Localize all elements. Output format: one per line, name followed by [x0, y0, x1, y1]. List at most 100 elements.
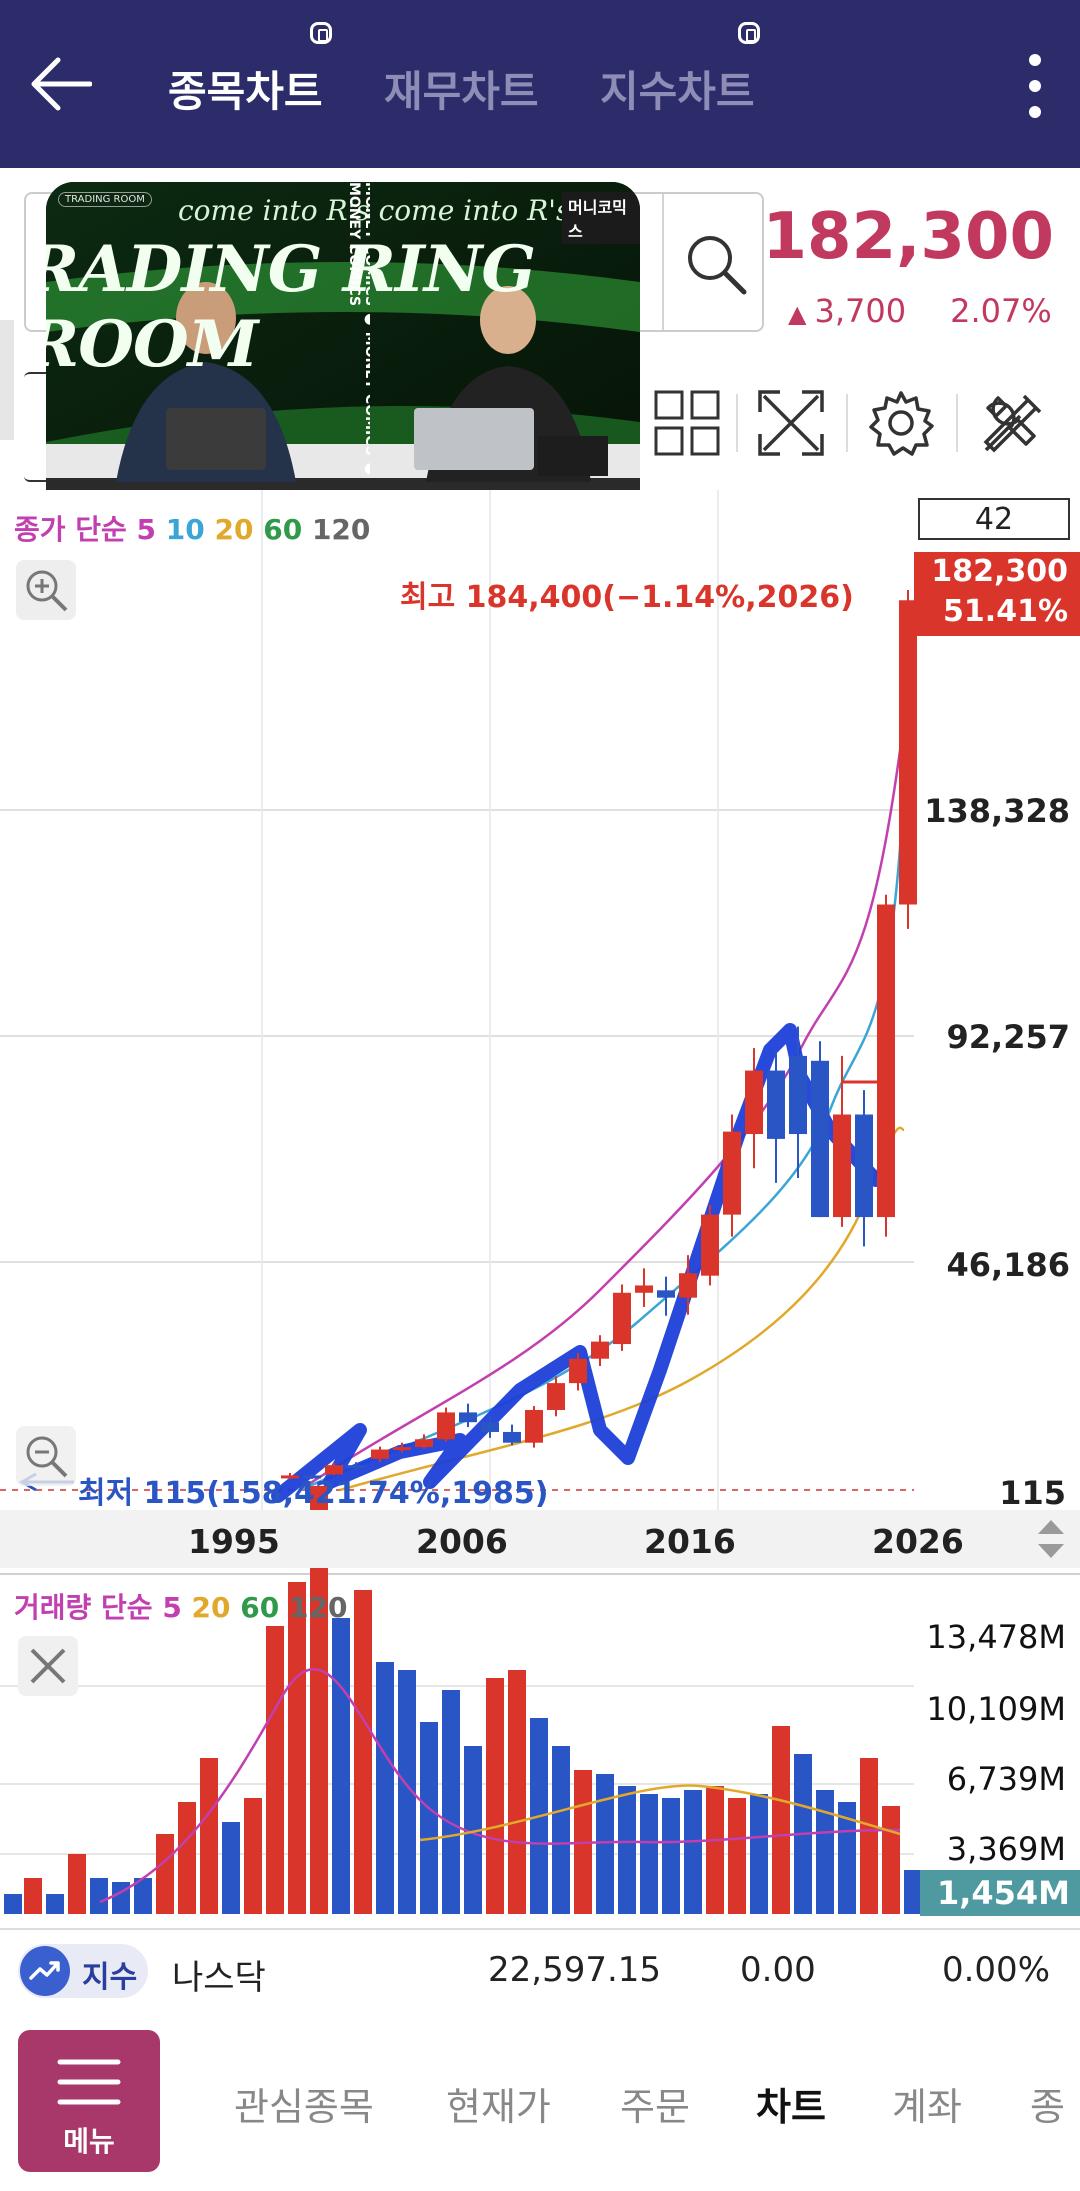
candle-body	[371, 1449, 389, 1459]
index-ticker-bar[interactable]: 지수 나스닥 22,597.15 0.00 0.00%	[0, 1928, 1080, 2016]
video-side-text: MONEY COMICS ● MONEY COMICS ● MONEY COMI…	[346, 182, 370, 477]
candle-body	[547, 1383, 565, 1410]
volume-bar	[706, 1786, 724, 1914]
volume-y-label: 3,369M	[946, 1830, 1066, 1868]
more-vert-icon[interactable]	[1020, 52, 1050, 120]
volume-bar	[596, 1774, 614, 1914]
volume-bar	[68, 1854, 86, 1914]
settings-gear-icon[interactable]	[866, 388, 936, 458]
tab-index-chart[interactable]: 지수차트	[600, 67, 755, 116]
volume-bar	[112, 1882, 130, 1914]
nav-watchlist[interactable]: 관심종목	[234, 2085, 374, 2129]
volume-bar	[266, 1626, 284, 1914]
legend-ma10: 10	[165, 513, 205, 546]
y-axis-label: 115	[999, 1474, 1066, 1512]
volume-bar	[376, 1662, 394, 1914]
volume-bar	[156, 1834, 174, 1914]
volume-bar	[728, 1798, 746, 1914]
candle-body	[459, 1412, 477, 1423]
zoom-in-icon[interactable]	[16, 560, 76, 620]
side-handle[interactable]	[0, 320, 14, 440]
back-arrow-icon[interactable]	[28, 56, 92, 112]
index-name: 나스닥	[172, 1958, 266, 1998]
close-icon[interactable]	[18, 1636, 78, 1696]
volume-bar	[882, 1806, 900, 1914]
candle-body	[899, 600, 917, 905]
video-room-text: RADING RING ROOM	[46, 232, 536, 382]
current-price: 182,300	[762, 200, 1055, 274]
volume-legend-ma120: 120	[288, 1591, 348, 1624]
tab-financial-chart[interactable]: 재무차트	[384, 67, 539, 116]
volume-y-label: 13,478M	[926, 1618, 1066, 1656]
volume-bar	[200, 1758, 218, 1914]
axis-scroll-arrows-icon[interactable]	[1034, 1514, 1068, 1564]
price-change-row: ▲ 3,700 2.07%	[788, 292, 1052, 330]
volume-bar	[816, 1790, 834, 1914]
tab-stock-chart[interactable]: 종목차트	[168, 67, 323, 116]
volume-bar	[684, 1790, 702, 1914]
volume-bar	[354, 1590, 372, 1914]
candle-body	[657, 1290, 675, 1298]
tools-wrench-icon[interactable]	[978, 388, 1048, 458]
video-overlay[interactable]: come into R's come into R's RADING RING …	[46, 182, 640, 518]
candle-body	[303, 1475, 321, 1479]
volume-bar	[398, 1670, 416, 1914]
x-axis-year: 2026	[872, 1522, 964, 1561]
current-price-tag: 182,300 51.41%	[914, 552, 1080, 636]
current-price-tag-value: 182,300	[931, 554, 1068, 589]
candle-body	[745, 1070, 763, 1135]
volume-bar	[552, 1746, 570, 1914]
x-axis-year: 1995	[188, 1522, 280, 1561]
volume-bar	[662, 1798, 680, 1914]
zoom-out-icon[interactable]	[16, 1426, 76, 1486]
candle-body	[281, 1475, 299, 1479]
high-price-label: 최고 184,400(−1.14%,2026)	[400, 580, 854, 615]
x-axis-year: 2016	[644, 1522, 736, 1561]
volume-bar	[772, 1726, 790, 1914]
volume-bar	[244, 1798, 262, 1914]
search-icon[interactable]	[682, 230, 752, 300]
volume-bar	[640, 1794, 658, 1914]
volume-bar	[508, 1670, 526, 1914]
index-badge[interactable]: 지수	[18, 1944, 148, 1998]
nav-account[interactable]: 계좌	[892, 2085, 962, 2129]
volume-bar	[4, 1894, 22, 1914]
screen-mirror-icon	[738, 22, 760, 44]
video-side-strip: MONEY COMICS ● MONEY COMICS ● MONEY COMI…	[346, 182, 370, 482]
volume-bar	[46, 1894, 64, 1914]
menu-button[interactable]: 메뉴	[18, 2030, 160, 2172]
index-value: 22,597.15	[488, 1950, 662, 1990]
candle-body	[877, 904, 895, 1218]
toolbar-divider	[846, 394, 848, 452]
candle-body	[503, 1431, 521, 1443]
chart-background	[0, 490, 914, 1510]
candle-body	[591, 1341, 609, 1359]
volume-bar	[310, 1486, 328, 1914]
toolbar-divider	[956, 394, 958, 452]
legend-ma20: 20	[214, 513, 254, 546]
y-axis-label: 138,328	[924, 792, 1070, 830]
ma10-line	[299, 785, 906, 1492]
nav-more[interactable]: 종	[1030, 2085, 1065, 2129]
candle-body	[437, 1412, 455, 1440]
candle-body	[613, 1292, 631, 1345]
legend-prefix: 종가 단순	[14, 513, 127, 546]
volume-bar	[618, 1786, 636, 1914]
nav-current-price[interactable]: 현재가	[446, 2085, 551, 2129]
nav-order[interactable]: 주문	[620, 2085, 690, 2129]
layout-grid-icon[interactable]	[652, 388, 722, 458]
index-change-pct: 0.00%	[941, 1950, 1050, 1990]
volume-y-label: 6,739M	[946, 1760, 1066, 1798]
volume-bar	[288, 1582, 306, 1914]
volume-bar	[464, 1746, 482, 1914]
index-badge-label: 지수	[82, 1960, 138, 1995]
fullscreen-icon[interactable]	[756, 388, 826, 458]
trend-up-icon	[20, 1946, 70, 1996]
volume-bar	[134, 1878, 152, 1914]
volume-bar	[442, 1690, 460, 1914]
volume-bar	[486, 1678, 504, 1914]
nav-chart[interactable]: 차트	[756, 2085, 826, 2129]
price-chart[interactable]	[0, 490, 1080, 1930]
period-count-box[interactable]: 42	[918, 498, 1070, 540]
volume-bar	[24, 1878, 42, 1914]
